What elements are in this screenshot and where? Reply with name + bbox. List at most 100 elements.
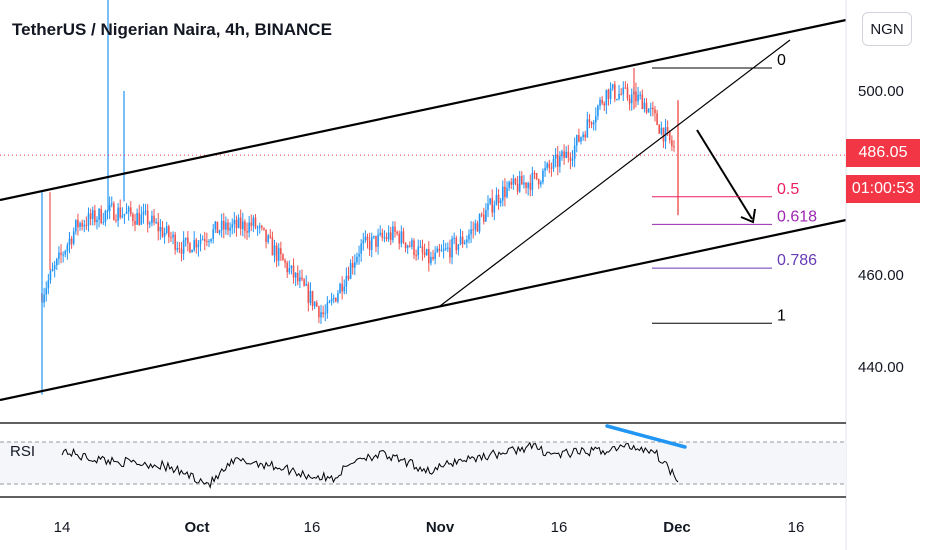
candle-body: [328, 301, 331, 303]
candle-body: [47, 280, 50, 289]
candle-body: [461, 236, 464, 244]
candle-body: [616, 98, 618, 100]
candle-body: [220, 220, 223, 231]
candle-body: [282, 254, 284, 261]
candle-body: [575, 135, 578, 146]
candle-body: [647, 108, 650, 113]
candle-body: [87, 213, 90, 226]
candle-body: [449, 247, 451, 258]
candle-body: [305, 284, 308, 286]
candle-body: [540, 182, 542, 185]
candle-body: [457, 244, 460, 251]
candle-body: [649, 107, 652, 109]
candle-body: [296, 273, 299, 282]
candle-body: [389, 232, 392, 240]
candle-body: [242, 221, 244, 230]
candle-body: [668, 130, 671, 141]
candle-body: [110, 203, 113, 205]
candle-body: [482, 214, 485, 222]
forecast-arrow-shaft: [696, 129, 753, 220]
candle-body: [239, 217, 242, 230]
candle-body: [578, 135, 580, 142]
candle-body: [246, 230, 248, 233]
candle-body: [286, 262, 288, 273]
candle-body: [81, 223, 83, 227]
candle-body: [292, 265, 295, 278]
candle-body: [671, 140, 673, 147]
candle-body: [531, 172, 534, 190]
candle-body: [605, 89, 608, 106]
last-price-tag: 486.05: [846, 139, 920, 167]
candle-body: [637, 94, 639, 102]
candle-body: [552, 158, 555, 169]
candle-body: [142, 211, 145, 215]
candle-body: [199, 239, 202, 245]
candle-body: [358, 253, 360, 257]
candle-body: [508, 181, 510, 188]
candle-body: [72, 231, 75, 244]
rsi-divergence-line: [605, 424, 687, 449]
candle-body: [362, 240, 365, 244]
candle-body: [100, 208, 102, 223]
candle-body: [117, 207, 119, 221]
candle-body: [351, 263, 354, 268]
candle-body: [303, 279, 305, 286]
candle-body: [229, 227, 231, 231]
candle-body: [284, 260, 286, 263]
candle-body: [301, 277, 303, 280]
candle-body: [366, 236, 369, 241]
candle-body: [459, 236, 462, 245]
candle-body: [487, 203, 489, 211]
candle-body: [119, 207, 122, 218]
candle-body: [77, 219, 79, 228]
candle-body: [98, 208, 100, 220]
candle-body: [387, 232, 390, 240]
candle-body: [203, 239, 206, 242]
candle-body: [193, 239, 195, 251]
candle-body: [159, 227, 162, 232]
candle-body: [411, 240, 413, 247]
candle-body: [161, 227, 164, 237]
x-tick-label: 16: [788, 519, 805, 536]
candle-body: [392, 226, 394, 240]
candle-body: [533, 172, 536, 174]
candle-body: [258, 225, 261, 228]
candle-body: [571, 158, 574, 161]
candle-body: [368, 240, 371, 250]
candle-body: [415, 255, 417, 257]
candle-body: [102, 222, 105, 224]
candle-body: [347, 275, 350, 279]
fibonacci-layer: 0 0.5 0.618 0.786 1: [652, 52, 817, 324]
candle-body: [430, 256, 432, 264]
candle-body: [561, 151, 563, 157]
candle-body: [641, 94, 644, 110]
candle-body: [269, 235, 272, 238]
candle-body: [375, 235, 377, 247]
candle-body: [248, 222, 250, 233]
candle-body: [432, 256, 434, 260]
x-tick-label: 16: [551, 519, 568, 536]
candle-body: [125, 211, 128, 214]
candle-body: [377, 234, 379, 247]
candle-body: [104, 210, 107, 223]
candle-body: [290, 265, 293, 268]
candles-layer: [0, 0, 846, 395]
candle-body: [489, 198, 491, 204]
currency-button[interactable]: NGN: [862, 12, 912, 46]
candle-body: [163, 232, 166, 237]
candle-body: [628, 98, 631, 104]
candle-body: [64, 251, 67, 255]
candle-body: [349, 263, 352, 279]
candle-body: [62, 254, 64, 256]
candle-body: [214, 221, 217, 230]
candle-body: [354, 262, 356, 268]
candle-body: [307, 284, 310, 303]
candle-body: [594, 116, 597, 123]
candle-body: [584, 134, 587, 138]
candle-body: [590, 122, 593, 125]
candle-body: [231, 224, 234, 228]
candle-body: [235, 219, 238, 228]
candle-body: [267, 235, 269, 242]
candle-body: [592, 122, 595, 125]
